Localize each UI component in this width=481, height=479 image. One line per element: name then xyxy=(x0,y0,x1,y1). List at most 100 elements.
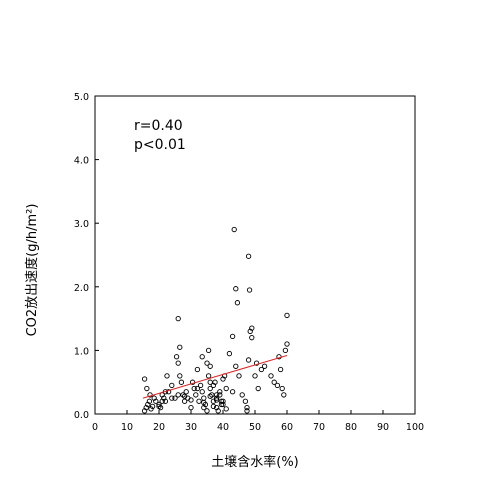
scatter-point xyxy=(204,360,210,366)
x-tick-label: 10 xyxy=(121,422,133,433)
y-tick-label: 1.0 xyxy=(74,346,89,357)
scatter-point xyxy=(207,385,213,392)
scatter-point xyxy=(261,363,268,369)
x-tick-label: 90 xyxy=(377,422,389,433)
scatter-point xyxy=(205,347,212,354)
scatter-point xyxy=(177,344,183,350)
scatter-point xyxy=(188,404,194,411)
scatter-point xyxy=(201,404,207,411)
scatter-point xyxy=(231,226,237,233)
scatter-point xyxy=(220,376,226,382)
x-tick-label: 30 xyxy=(185,422,197,433)
scatter-point xyxy=(242,398,249,404)
scatter-point xyxy=(169,382,175,389)
y-tick-label: 2.0 xyxy=(74,283,89,294)
scatter-point xyxy=(153,398,159,404)
scatter-point xyxy=(223,385,229,392)
scatter-point xyxy=(271,379,277,385)
scatter-point xyxy=(255,385,261,392)
scatter-point xyxy=(201,395,207,401)
scatter-point xyxy=(149,403,156,410)
scatter-point xyxy=(213,392,220,398)
scatter-point xyxy=(252,373,258,379)
regression-line xyxy=(142,355,288,399)
scatter-point xyxy=(229,389,236,395)
scatter-point xyxy=(217,392,223,398)
scatter-point xyxy=(181,398,188,404)
scatter-point xyxy=(279,385,285,392)
scatter-point xyxy=(162,398,169,404)
scatter-point xyxy=(213,397,220,403)
scatter-point xyxy=(268,373,274,379)
y-tick-label: 0.0 xyxy=(74,410,89,421)
scatter-point xyxy=(193,392,199,398)
scatter-point xyxy=(249,325,255,331)
scatter-point xyxy=(194,385,201,392)
scatter-point xyxy=(199,354,205,360)
scatter-point xyxy=(199,389,205,395)
scatter-point xyxy=(207,379,213,385)
scatter-point xyxy=(210,398,217,404)
scatter-point xyxy=(188,397,194,403)
x-tick-label: 100 xyxy=(406,422,424,433)
scatter-point xyxy=(249,335,255,341)
x-tick-label: 0 xyxy=(92,422,98,433)
scatter-point xyxy=(159,398,165,404)
scatter-point xyxy=(165,389,172,395)
scatter-point xyxy=(141,376,148,382)
scatter-point xyxy=(215,408,221,414)
scatter-point xyxy=(164,373,170,379)
scatter-point xyxy=(172,395,178,401)
scatter-point xyxy=(244,404,250,411)
x-axis-ticks: 0 10 20 30 40 50 60 70 80 90 100 xyxy=(92,410,424,433)
scatter-point xyxy=(207,363,213,369)
scatter-point xyxy=(189,379,196,385)
scatter-point xyxy=(181,393,188,399)
x-tick-label: 20 xyxy=(153,422,165,433)
scatter-point xyxy=(233,286,239,292)
scatter-point xyxy=(210,403,217,410)
scatter-point xyxy=(233,363,239,369)
scatter-point xyxy=(234,300,241,306)
scatter-point xyxy=(277,366,284,373)
x-tick-label: 70 xyxy=(313,422,325,433)
data-points xyxy=(141,226,290,414)
scatter-point xyxy=(284,341,290,347)
scatter-point xyxy=(175,360,181,366)
scatter-point xyxy=(146,398,153,404)
scatter-point xyxy=(226,350,233,357)
scatter-point xyxy=(282,347,289,354)
scatter-point xyxy=(245,253,252,259)
scatter-point xyxy=(144,385,150,392)
scatter-point xyxy=(223,406,229,412)
scatter-point xyxy=(156,403,162,410)
scatter-point xyxy=(175,392,181,398)
x-tick-label: 60 xyxy=(281,422,293,433)
annotation-p: p<0.01 xyxy=(134,137,186,153)
scatter-point xyxy=(177,373,183,379)
scatter-point xyxy=(245,357,252,363)
scatter-point xyxy=(284,312,290,319)
scatter-point xyxy=(210,382,217,389)
y-tick-label: 4.0 xyxy=(74,156,89,167)
scatter-point xyxy=(169,395,175,401)
scatter-point xyxy=(246,287,253,293)
scatter-point xyxy=(173,354,180,360)
scatter-point xyxy=(196,398,202,404)
scatter-point xyxy=(258,366,265,373)
x-tick-label: 40 xyxy=(217,422,229,433)
scatter-point xyxy=(220,401,226,408)
scatter-point xyxy=(183,389,189,395)
x-axis-label: 土壌含水率(%) xyxy=(211,454,299,470)
scatter-point xyxy=(191,385,197,392)
y-axis-ticks: 0.0 1.0 2.0 3.0 4.0 5.0 xyxy=(74,92,99,421)
scatter-point xyxy=(229,333,236,340)
scatter-point xyxy=(217,389,223,395)
scatter-point xyxy=(213,395,220,401)
scatter-point xyxy=(204,408,210,414)
scatter-point xyxy=(178,379,185,385)
scatter-point xyxy=(175,315,181,322)
y-axis-label: CO2放出速度(g/h/m²) xyxy=(24,204,40,337)
scatter-point xyxy=(201,399,207,406)
